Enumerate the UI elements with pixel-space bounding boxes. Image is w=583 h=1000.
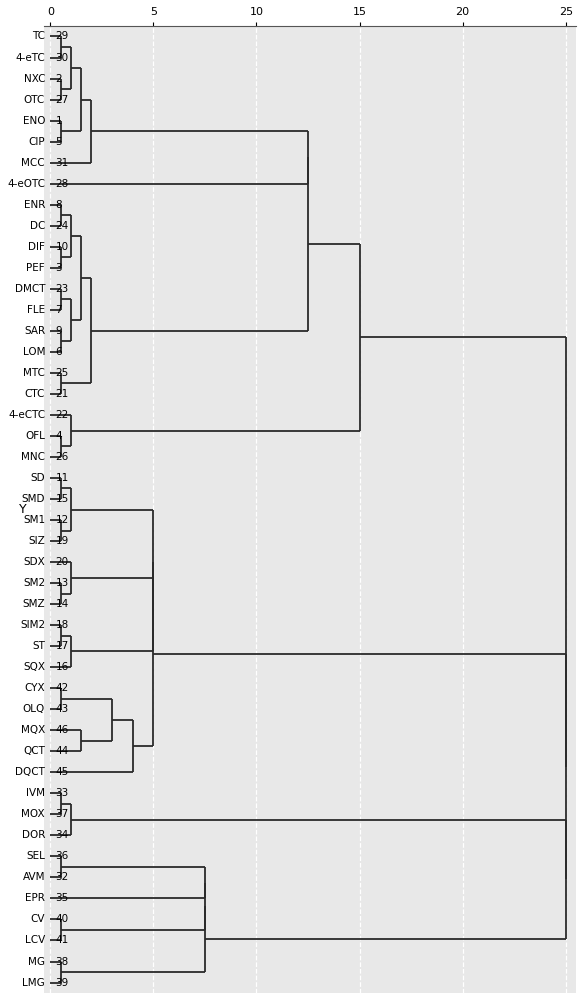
Text: 22: 22 (55, 410, 69, 420)
Text: 4-eOTC: 4-eOTC (7, 179, 45, 189)
Text: SAR: SAR (24, 326, 45, 336)
Text: 29: 29 (55, 31, 69, 41)
Text: 3: 3 (55, 263, 62, 273)
Text: AVM: AVM (23, 872, 45, 882)
Text: 36: 36 (55, 851, 69, 861)
Text: 34: 34 (55, 830, 69, 840)
Text: 18: 18 (55, 620, 69, 630)
Text: OLQ: OLQ (23, 704, 45, 714)
Text: SM2: SM2 (23, 578, 45, 588)
Text: FLE: FLE (27, 305, 45, 315)
Text: 13: 13 (55, 578, 69, 588)
Text: 24: 24 (55, 221, 69, 231)
Text: MG: MG (28, 957, 45, 967)
Text: 31: 31 (55, 158, 69, 168)
Text: 39: 39 (55, 978, 69, 988)
Text: 28: 28 (55, 179, 69, 189)
Text: 11: 11 (55, 473, 69, 483)
Text: DC: DC (30, 221, 45, 231)
Text: 6: 6 (55, 347, 62, 357)
Text: ENR: ENR (24, 200, 45, 210)
Text: 8: 8 (55, 200, 62, 210)
Text: 10: 10 (55, 242, 69, 252)
Text: 45: 45 (55, 767, 69, 777)
Text: 38: 38 (55, 957, 69, 967)
Text: EPR: EPR (25, 893, 45, 903)
Text: 27: 27 (55, 95, 69, 105)
Text: 2: 2 (55, 74, 62, 84)
Text: SD: SD (30, 473, 45, 483)
Text: 21: 21 (55, 389, 69, 399)
Text: 7: 7 (55, 305, 62, 315)
Text: 20: 20 (55, 557, 69, 567)
Text: 33: 33 (55, 788, 69, 798)
Text: SMZ: SMZ (23, 599, 45, 609)
Text: 17: 17 (55, 641, 69, 651)
Text: 1: 1 (55, 116, 62, 126)
Text: PEF: PEF (26, 263, 45, 273)
Text: 35: 35 (55, 893, 69, 903)
Text: MCC: MCC (22, 158, 45, 168)
Text: ST: ST (32, 641, 45, 651)
Text: NXC: NXC (23, 74, 45, 84)
Text: SM1: SM1 (23, 515, 45, 525)
Text: CIP: CIP (29, 137, 45, 147)
Text: 12: 12 (55, 515, 69, 525)
Text: LCV: LCV (25, 935, 45, 945)
Text: IVM: IVM (26, 788, 45, 798)
Text: 4: 4 (55, 431, 62, 441)
Text: SIM2: SIM2 (20, 620, 45, 630)
Text: OFL: OFL (25, 431, 45, 441)
Text: 4-eTC: 4-eTC (15, 53, 45, 63)
Text: TC: TC (32, 31, 45, 41)
Text: SIZ: SIZ (29, 536, 45, 546)
Y-axis label: Y: Y (19, 503, 27, 516)
Text: 23: 23 (55, 284, 69, 294)
Text: SQX: SQX (23, 662, 45, 672)
Text: 26: 26 (55, 452, 69, 462)
Text: 41: 41 (55, 935, 69, 945)
Text: 16: 16 (55, 662, 69, 672)
Text: 25: 25 (55, 368, 69, 378)
Text: MTC: MTC (23, 368, 45, 378)
Text: DIF: DIF (28, 242, 45, 252)
Text: 37: 37 (55, 809, 69, 819)
Text: DOR: DOR (22, 830, 45, 840)
Text: CYX: CYX (24, 683, 45, 693)
Text: ENO: ENO (23, 116, 45, 126)
Text: QCT: QCT (23, 746, 45, 756)
Text: 44: 44 (55, 746, 69, 756)
Text: 19: 19 (55, 536, 69, 546)
Text: CTC: CTC (24, 389, 45, 399)
Text: LOM: LOM (23, 347, 45, 357)
Text: LMG: LMG (22, 978, 45, 988)
Text: MNC: MNC (21, 452, 45, 462)
Text: 46: 46 (55, 725, 69, 735)
Text: 14: 14 (55, 599, 69, 609)
Text: 32: 32 (55, 872, 69, 882)
Text: 30: 30 (55, 53, 69, 63)
Text: MQX: MQX (21, 725, 45, 735)
Text: 42: 42 (55, 683, 69, 693)
Text: SDX: SDX (23, 557, 45, 567)
Text: 43: 43 (55, 704, 69, 714)
Text: DMCT: DMCT (15, 284, 45, 294)
Text: DQCT: DQCT (15, 767, 45, 777)
Text: 9: 9 (55, 326, 62, 336)
Text: 15: 15 (55, 494, 69, 504)
Text: 4-eCTC: 4-eCTC (8, 410, 45, 420)
Text: SEL: SEL (26, 851, 45, 861)
Text: MOX: MOX (22, 809, 45, 819)
Text: SMD: SMD (22, 494, 45, 504)
Text: OTC: OTC (24, 95, 45, 105)
Text: CV: CV (30, 914, 45, 924)
Text: 5: 5 (55, 137, 62, 147)
Text: 40: 40 (55, 914, 69, 924)
